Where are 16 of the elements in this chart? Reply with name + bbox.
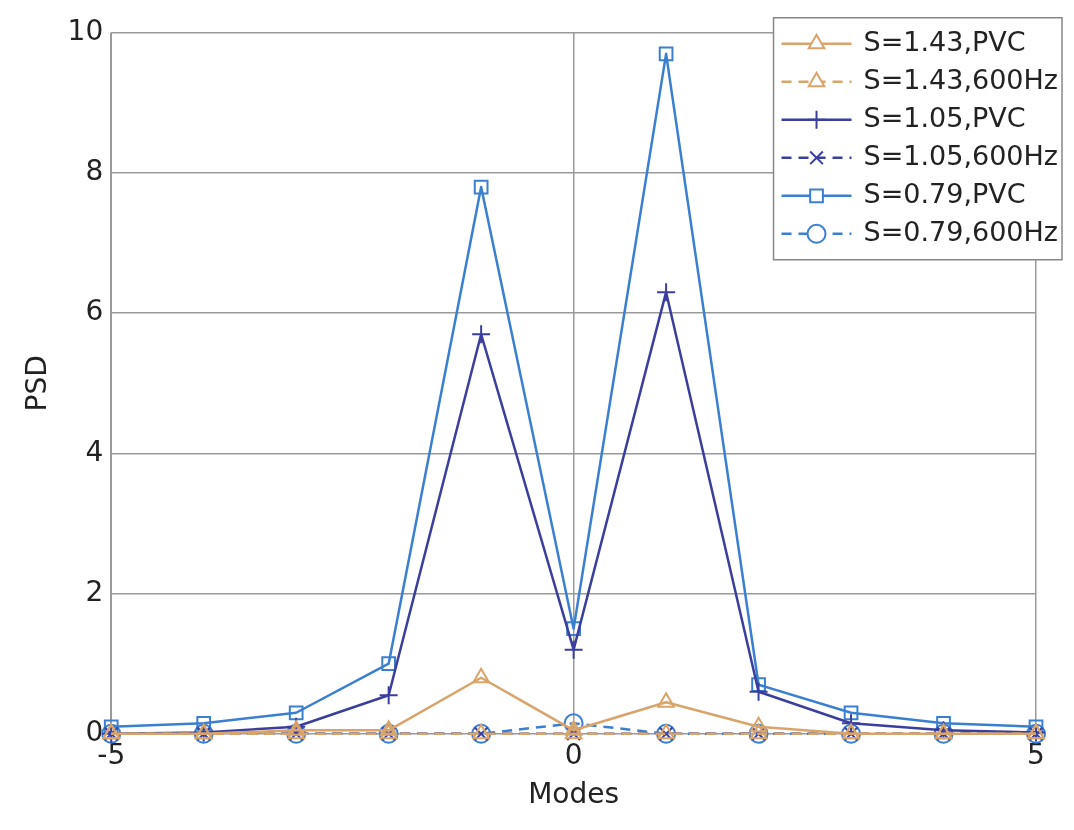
y-tick-label: 6 (85, 294, 104, 328)
y-tick-label: 0 (85, 715, 104, 749)
legend-label: S=0.79,600Hz (863, 215, 1059, 247)
legend-label: S=0.79,PVC (863, 177, 1026, 209)
y-tick-label: 4 (85, 434, 104, 468)
legend-label: S=1.43,600Hz (863, 63, 1059, 95)
y-axis-title: PSD (20, 355, 54, 412)
legend-label: S=1.05,600Hz (863, 139, 1059, 171)
x-tick-label: 0 (564, 737, 583, 771)
x-tick-label: 5 (1027, 737, 1045, 771)
y-tick-label: 2 (85, 574, 104, 608)
y-tick-label: 8 (85, 154, 104, 188)
x-axis-title: Modes (528, 777, 620, 811)
legend-label: S=1.43,PVC (863, 25, 1026, 57)
legend-label: S=1.05,PVC (863, 101, 1026, 133)
y-tick-label: 10 (67, 14, 104, 48)
